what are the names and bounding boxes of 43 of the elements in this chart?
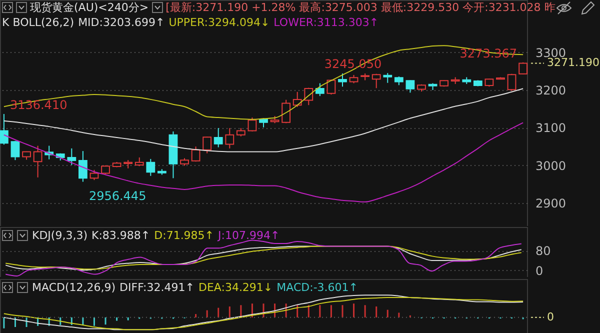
candlestick: [406, 80, 415, 94]
series-label: J:107.994↑: [218, 229, 280, 242]
annotation: 2956.445: [88, 188, 146, 203]
candlestick: [146, 158, 156, 176]
candlestick: [90, 169, 99, 181]
candlestick: [372, 73, 381, 89]
candlestick: [214, 128, 223, 148]
candlestick: [202, 136, 212, 154]
legend-title: MACD(12,26,9): [32, 281, 116, 294]
legend-title: K BOLL(26,2): [2, 16, 74, 29]
y-tick-label: 2900: [536, 196, 566, 211]
candlestick: [507, 73, 516, 92]
y-tick-label: 0: [536, 264, 544, 278]
candlestick: [304, 87, 314, 106]
text: 3271.190: [547, 56, 600, 70]
chart-title: 现货黄金(AU)<240分>: [30, 1, 149, 14]
candlestick: [338, 72, 347, 88]
legend-title: KDJ(9,3,3): [32, 229, 88, 242]
candlestick: [33, 145, 42, 178]
text: UPPER:3294.094↓: [168, 16, 270, 29]
y-tick-label: 3200: [536, 84, 566, 98]
y-tick-label: 80: [536, 244, 551, 258]
series-label: D:71.985↑: [154, 229, 214, 242]
candlestick: [225, 128, 234, 149]
candlestick: [10, 140, 20, 161]
line-series: [5, 240, 522, 277]
candlestick: [383, 72, 392, 84]
y-tick-label: 3100: [536, 121, 566, 136]
chart-subtitle: [最新:3271.190 +1.28% 最高:3275.003 最低:3229.530 今开:3231.028 昨: [166, 1, 556, 14]
text: MID:3203.699↑: [78, 16, 165, 29]
series-label: MACD:-3.601↑: [276, 281, 358, 294]
candlestick: [0, 113, 8, 146]
series-label: K:83.988↑: [92, 229, 150, 242]
candlestick: [248, 117, 257, 132]
candlestick: [78, 150, 88, 182]
text: LOWER:3113.303↑: [274, 16, 379, 29]
candlestick: [315, 82, 324, 97]
series-label: DEA:34.291↓: [198, 281, 273, 294]
text: DIFF:32.491↑: [120, 281, 194, 294]
annotation: 3136.410: [10, 98, 68, 112]
candlestick: [191, 146, 200, 162]
candlestick: [67, 148, 76, 166]
y-tick-label: 3000: [536, 158, 566, 173]
